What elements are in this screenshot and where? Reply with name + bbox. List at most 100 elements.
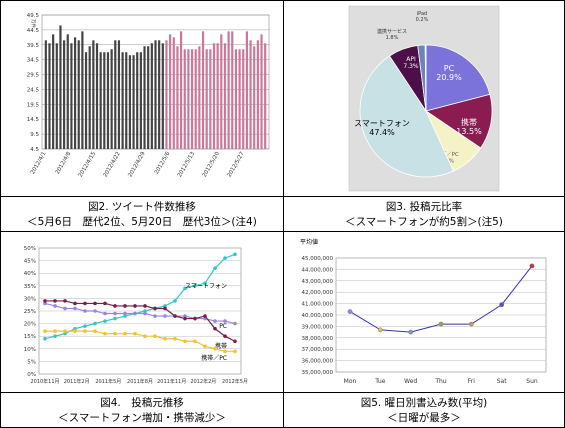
data-point — [233, 252, 237, 257]
bar — [55, 43, 58, 149]
data-point — [93, 301, 97, 306]
pie-slice — [359, 55, 454, 178]
y-tick-label: 41,000,000 — [302, 302, 334, 308]
x-tick-label: 2012年2月 — [190, 378, 216, 385]
x-tick-label: 2011年8月 — [127, 378, 153, 385]
data-point — [43, 329, 47, 333]
data-point — [93, 309, 97, 313]
data-point — [143, 334, 147, 338]
y-tick-label: 44.5 — [27, 28, 40, 34]
bar — [227, 31, 230, 149]
bar — [201, 31, 205, 149]
slice-label: iPad — [417, 11, 427, 17]
slice-value-label: 13.5% — [456, 127, 482, 136]
bar — [209, 49, 212, 149]
bar — [70, 43, 73, 149]
data-point — [213, 319, 217, 323]
data-point — [113, 316, 117, 321]
bar — [125, 52, 128, 149]
caption-title-3: 図4. 投稿元推移 — [100, 397, 184, 409]
slice-label: 携帯 — [461, 117, 477, 127]
y-tick-label: 39.5 — [27, 43, 40, 49]
data-point — [233, 321, 237, 326]
bar — [249, 40, 252, 149]
data-point — [163, 314, 167, 318]
bar — [194, 49, 197, 149]
bar — [121, 52, 124, 149]
data-point — [43, 301, 47, 306]
data-point — [193, 339, 197, 344]
data-point — [63, 329, 67, 333]
y-tick-label: 20% — [24, 322, 36, 328]
source-trend-chart: 0% 5% 10% 15% 20% 25% 30% 35% 40% 45% 50% 2010年11月 2… — [24, 246, 248, 385]
bar — [234, 49, 238, 149]
y-tick-label: 36,000,000 — [302, 359, 334, 365]
bar — [44, 40, 47, 149]
data-point — [53, 329, 57, 333]
bar — [66, 34, 69, 149]
x-tick-label: Mon — [344, 378, 357, 385]
data-point — [213, 266, 217, 270]
bar — [238, 49, 241, 149]
x-tick-label: 2012年5月 — [222, 378, 248, 385]
data-point — [233, 349, 237, 354]
data-point — [113, 311, 117, 316]
bar — [190, 49, 194, 149]
data-point — [133, 331, 137, 336]
bar — [158, 40, 161, 149]
data-point — [163, 306, 167, 311]
bar — [260, 34, 263, 149]
data-point — [153, 314, 157, 318]
data-point — [153, 306, 157, 311]
slice-label: 連携サービス — [377, 28, 407, 35]
bar — [81, 31, 84, 149]
data-point — [63, 331, 67, 336]
caption-title-1: 図2. ツイート件数推移 — [88, 201, 196, 213]
data-point — [113, 331, 117, 336]
slice-value-label: 1.8% — [386, 35, 399, 41]
slice-value-label: 7.3% — [403, 63, 419, 70]
data-point — [173, 336, 177, 341]
bar — [165, 40, 168, 149]
data-point — [133, 304, 137, 308]
data-point — [223, 256, 227, 260]
y-tick-label: 44,000,000 — [302, 267, 334, 273]
bar — [176, 46, 179, 150]
data-point — [163, 304, 167, 308]
y-tick-label: 35,000,000 — [302, 370, 334, 376]
y-tick-label: 39,000,000 — [302, 324, 334, 330]
caption-title-4: 図5. 曜日別書込み数(平均) — [360, 397, 488, 409]
y-tick-label: 30% — [24, 296, 36, 302]
bar — [212, 43, 216, 149]
bar — [143, 46, 146, 150]
data-point — [123, 304, 127, 308]
data-point — [203, 281, 207, 286]
x-tick-label: 2012/4/29 — [127, 151, 147, 179]
bar — [48, 43, 51, 149]
data-point — [203, 314, 207, 318]
panel-tweet-count: 4.5 9.5 14.5 19.5 24.5 29.5 34.5 39.5 44.5 49.5 万件… — [0, 0, 284, 197]
caption-subtitle-2: ＜スマートフォンが約5割＞(注5) — [345, 216, 503, 228]
bar — [84, 52, 88, 149]
data-point — [183, 286, 187, 291]
bar — [136, 52, 139, 149]
data-point — [233, 339, 237, 344]
bar — [205, 49, 208, 149]
y-tick-label: 40,000,000 — [302, 313, 334, 319]
panel-source-trend: 0% 5% 10% 15% 20% 25% 30% 35% 40% 45% 50% 2010年11月 2… — [0, 231, 284, 393]
caption-panel-4: 図5. 曜日別書込み数(平均) ＜日曜が最多＞ — [283, 392, 565, 428]
data-point — [193, 316, 197, 321]
y-tick-label: 19.5 — [27, 102, 40, 108]
y-tick-label: 0% — [27, 372, 36, 378]
y-tick-label: 4.5 — [30, 147, 39, 153]
data-point — [53, 304, 57, 308]
data-point — [123, 331, 127, 336]
y-tick-label: 15% — [24, 334, 36, 340]
bar — [187, 49, 190, 149]
data-point — [468, 321, 474, 327]
data-point — [223, 319, 227, 323]
data-point — [53, 334, 57, 338]
bar — [99, 52, 102, 149]
y-tick-label: 50% — [24, 246, 36, 252]
data-point — [63, 299, 67, 303]
